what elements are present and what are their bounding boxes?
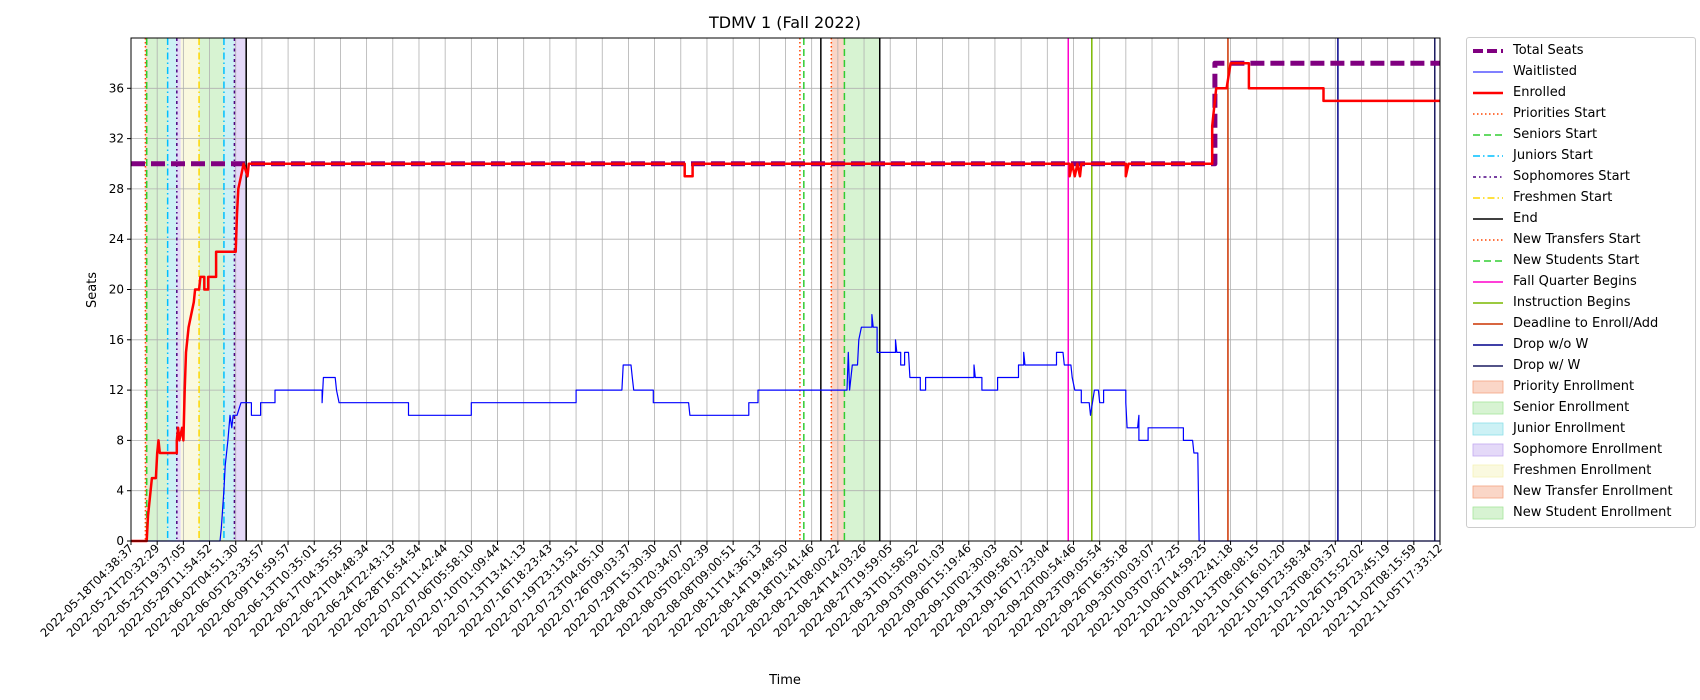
legend-item: Instruction Begins [1471,292,1691,313]
legend-swatch [1472,506,1504,519]
legend-patch [1472,401,1504,414]
legend-label: Junior Enrollment [1513,421,1626,436]
legend-label: Drop w/ W [1513,358,1581,373]
y-tick-label: 28 [109,182,124,196]
legend-item: New Transfer Enrollment [1471,481,1691,502]
legend-item: Juniors Start [1471,145,1691,166]
legend-swatch [1473,364,1503,367]
legend-item: Sophomores Start [1471,166,1691,187]
chart-title: TDMV 1 (Fall 2022) [708,13,861,32]
y-tick-label: 16 [109,333,124,347]
legend-patch [1472,443,1504,456]
legend-label: Freshmen Enrollment [1513,463,1652,478]
legend-label: Freshmen Start [1513,190,1613,205]
legend-label: New Students Start [1513,253,1640,268]
legend-patch [1472,506,1504,519]
legend-label: New Student Enrollment [1513,505,1672,520]
legend-label: New Transfer Enrollment [1513,484,1673,499]
legend-item: Freshmen Enrollment [1471,460,1691,481]
legend-item: Drop w/ W [1471,355,1691,376]
legend-swatch [1473,238,1503,241]
legend-swatch [1473,48,1503,53]
legend-item: Fall Quarter Begins [1471,271,1691,292]
legend-item: Priority Enrollment [1471,376,1691,397]
y-tick-label: 32 [109,132,124,146]
legend-swatch [1473,280,1503,283]
legend-label: Deadline to Enroll/Add [1513,316,1659,331]
legend-swatch [1473,301,1503,304]
legend-item: Deadline to Enroll/Add [1471,313,1691,334]
legend-swatch [1473,112,1503,115]
legend-label: New Transfers Start [1513,232,1641,247]
legend-swatch [1473,91,1503,94]
legend-item: Freshmen Start [1471,187,1691,208]
legend-item: End [1471,208,1691,229]
legend-item: Total Seats [1471,40,1691,61]
legend-label: Priorities Start [1513,106,1606,121]
legend-label: Priority Enrollment [1513,379,1635,394]
legend-swatch [1473,259,1503,262]
legend-item: Priorities Start [1471,103,1691,124]
legend-label: Total Seats [1513,43,1584,58]
legend-item: Waitlisted [1471,61,1691,82]
legend-label: Drop w/o W [1513,337,1589,352]
legend-swatch [1472,422,1504,435]
y-tick-label: 12 [109,383,124,397]
legend-item: Seniors Start [1471,124,1691,145]
legend-label: End [1513,211,1538,226]
legend-item: Drop w/o W [1471,334,1691,355]
y-tick-label: 4 [116,484,124,498]
legend-swatch [1473,71,1503,72]
legend-item: New Students Start [1471,250,1691,271]
legend-label: Fall Quarter Begins [1513,274,1637,289]
legend-item: Junior Enrollment [1471,418,1691,439]
y-tick-label: 0 [116,534,124,548]
legend-swatch [1472,485,1504,498]
series-line-waitlisted [131,314,1440,542]
legend-patch [1472,422,1504,435]
legend-item: Sophomore Enrollment [1471,439,1691,460]
y-tick-label: 8 [116,433,124,447]
legend-swatch [1473,196,1503,199]
legend-label: Sophomore Enrollment [1513,442,1663,457]
legend-swatch [1473,175,1503,178]
legend-label: Enrolled [1513,85,1566,100]
series-line-enrolled [131,61,1440,543]
chart-legend: Total Seats Waitlisted Enrolled Priorities … [1466,37,1696,528]
legend-swatch [1472,401,1504,414]
y-tick-label: 24 [109,232,124,246]
legend-swatch [1472,464,1504,477]
legend-label: Waitlisted [1513,64,1578,79]
y-axis-label: Seats [85,272,100,308]
legend-patch [1472,380,1504,393]
legend-item: Senior Enrollment [1471,397,1691,418]
legend-swatch [1473,343,1503,346]
legend-swatch [1473,154,1503,157]
legend-label: Seniors Start [1513,127,1598,142]
legend-swatch [1472,380,1504,393]
legend-label: Instruction Begins [1513,295,1631,310]
legend-item: Enrolled [1471,82,1691,103]
legend-swatch [1473,322,1503,325]
legend-swatch [1472,443,1504,456]
legend-swatch [1473,133,1503,136]
legend-item: New Transfers Start [1471,229,1691,250]
legend-label: Sophomores Start [1513,169,1630,184]
legend-item: New Student Enrollment [1471,502,1691,523]
legend-patch [1472,485,1504,498]
y-tick-label: 20 [109,283,124,297]
legend-label: Juniors Start [1513,148,1593,163]
legend-label: Senior Enrollment [1513,400,1630,415]
legend-swatch [1473,217,1503,220]
y-tick-label: 36 [109,81,124,95]
legend-patch [1472,464,1504,477]
x-axis-label: Time [768,673,801,688]
